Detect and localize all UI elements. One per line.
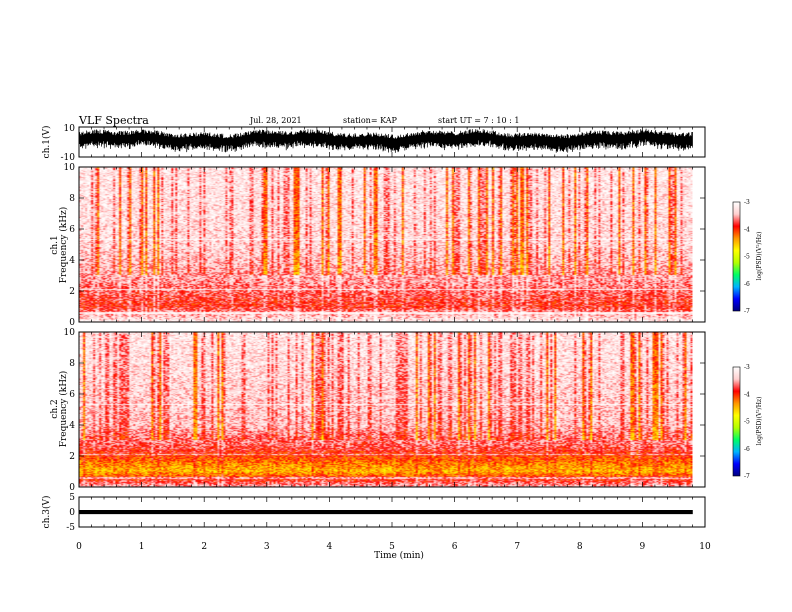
ch2-colorbar-label: log(PSD)(V²/Hz) (756, 397, 763, 446)
frequency-tick-label: 10 (64, 328, 76, 338)
ch1-waveform-panel: 10 -10 ch.1(V) (41, 124, 706, 163)
ch1-waveform-line (78, 128, 693, 153)
chart-title: VLF Spectra (78, 114, 149, 127)
ch1-colorbar-label: log(PSD)(V²/Hz) (756, 232, 763, 281)
time-tick-label: 5 (389, 542, 395, 552)
ch3-ytick-mid: 0 (69, 508, 75, 518)
ch3-waveform-ylabel: ch.3(V) (41, 496, 52, 529)
frequency-tick-label: 10 (64, 163, 76, 173)
ch2-colorbar: -3 -4 -5 -6 -7 log(PSD)(V²/Hz) (732, 364, 763, 480)
ch3-ytick-top: 5 (69, 493, 75, 503)
time-tick-label: 10 (699, 542, 711, 552)
ch1-spectrogram-ylabel-frequency: Frequency (kHz) (58, 207, 69, 284)
ch3-ytick-bottom: -5 (66, 523, 75, 533)
ch1-spectrogram-ylabel-channel: ch.1 (50, 235, 60, 254)
colorbar-tick-label: -3 (744, 364, 750, 371)
colorbar-tick-label: -7 (744, 473, 750, 480)
frequency-tick-label: 2 (69, 287, 75, 297)
frequency-tick-label: 0 (69, 318, 75, 328)
colorbar-tick-label: -6 (744, 281, 750, 288)
ch2-spectrogram-ylabel-frequency: Frequency (kHz) (58, 371, 69, 448)
time-axis-tick-labels: 0 1 2 3 4 5 6 7 8 9 10 (76, 542, 711, 552)
colorbar-tick-label: -6 (744, 446, 750, 453)
time-tick-label: 3 (264, 542, 270, 552)
time-tick-label: 1 (139, 542, 145, 552)
frequency-tick-label: 4 (69, 421, 75, 431)
ch1-waveform-ylabel: ch.1(V) (41, 126, 52, 159)
frequency-tick-label: 8 (69, 194, 75, 204)
frequency-tick-label: 0 (69, 483, 75, 493)
ch2-spectrogram-panel: 0 2 4 6 8 10 ch.2 Frequency (kHz) (50, 328, 706, 493)
ch2-spectrogram-image (79, 332, 693, 487)
frequency-tick-label: 6 (69, 225, 75, 235)
time-tick-label: 4 (327, 542, 333, 552)
ch1-ytick-bottom: -10 (61, 153, 76, 163)
ch3-waveform-line (78, 510, 693, 515)
ch2-colorbar-gradient (732, 366, 741, 477)
time-tick-label: 7 (514, 542, 520, 552)
frequency-tick-label: 2 (69, 452, 75, 462)
ch1-colorbar-ticks: -3 -4 -5 -6 -7 (744, 199, 750, 315)
colorbar-tick-label: -4 (744, 391, 750, 398)
time-tick-label: 8 (577, 542, 583, 552)
ch2-spectrogram-ylabel-channel: ch.2 (50, 399, 60, 418)
ch1-spectrogram-image (79, 167, 693, 322)
ch3-waveform-panel: 5 0 -5 ch.3(V) (41, 493, 706, 533)
frequency-tick-label: 4 (69, 256, 75, 266)
colorbar-tick-label: -7 (744, 308, 750, 315)
frequency-tick-label: 6 (69, 390, 75, 400)
ch1-spectrogram-panel: 0 2 4 6 8 10 ch.1 Frequency (kHz) (50, 163, 706, 328)
colorbar-tick-label: -5 (744, 419, 750, 426)
ch1-spectrogram-xticks (78, 167, 706, 322)
time-axis-label: Time (min) (374, 550, 424, 561)
ch1-colorbar: -3 -4 -5 -6 -7 log(PSD)(V²/Hz) (732, 199, 763, 315)
ch1-waveform-xticks (78, 127, 706, 157)
time-tick-label: 0 (76, 542, 82, 552)
ch1-ytick-top: 10 (64, 124, 76, 134)
ch3-waveform-xticks (78, 497, 706, 527)
station-label: station= KAP (343, 116, 398, 125)
ch2-spectrogram-xticks (78, 332, 706, 487)
ch1-spectrogram-yticks: 0 2 4 6 8 10 (64, 163, 705, 328)
ch2-spectrogram-yticks: 0 2 4 6 8 10 (64, 328, 705, 493)
colorbar-tick-label: -3 (744, 199, 750, 206)
ch1-colorbar-gradient (732, 201, 741, 312)
time-tick-label: 2 (201, 542, 207, 552)
colorbar-tick-label: -4 (744, 226, 750, 233)
time-tick-label: 9 (640, 542, 646, 552)
start-time-label: start UT = 7 : 10 : 1 (438, 116, 519, 125)
date-label: Jul. 28, 2021 (249, 116, 302, 125)
frequency-tick-label: 8 (69, 359, 75, 369)
ch2-colorbar-ticks: -3 -4 -5 -6 -7 (744, 364, 750, 480)
time-tick-label: 6 (452, 542, 458, 552)
colorbar-tick-label: -5 (744, 254, 750, 261)
